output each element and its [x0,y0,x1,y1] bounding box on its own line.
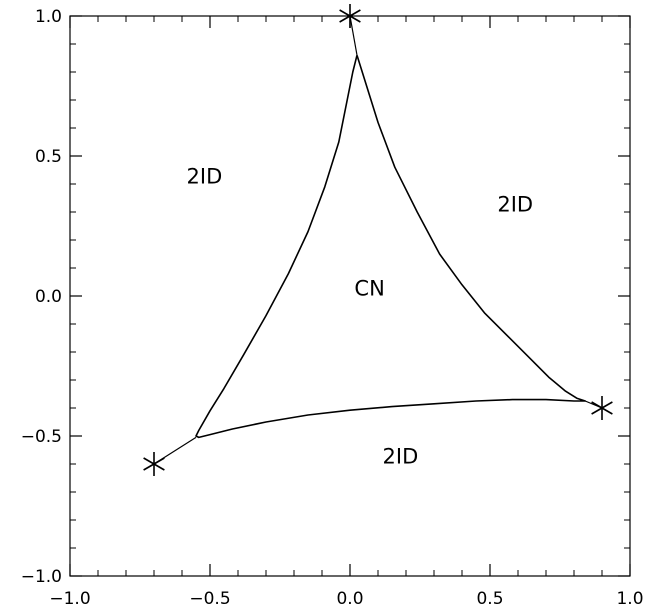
connector-line [349,15,358,56]
markers [143,4,613,476]
region-label: 2ID [383,445,419,469]
x-tick-label: −1.0 [49,589,90,609]
minor-ticks [70,16,630,576]
asterisk-marker [591,396,613,420]
plot-frame [69,15,631,577]
y-tick-label: 0.5 [35,147,62,167]
region-boundary-curve [195,54,586,439]
x-tick-label: 0.5 [476,589,503,609]
x-tick-labels: −1.0 −0.5 0.0 0.5 1.0 [49,589,643,609]
major-ticks [69,15,631,577]
connector-lines [153,15,603,465]
y-tick-labels: −1.0 −0.5 0.0 0.5 1.0 [21,7,62,587]
region-label: CN [354,277,384,301]
region-labels: 2ID 2ID CN 2ID [187,165,534,469]
y-tick-label: −1.0 [21,567,62,587]
x-tick-label: −0.5 [189,589,230,609]
region-label: 2ID [497,193,533,217]
x-tick-label: 0.0 [336,589,363,609]
x-tick-label: 1.0 [616,589,643,609]
y-tick-label: −0.5 [21,427,62,447]
region-label: 2ID [187,165,223,189]
y-tick-label: 0.0 [35,287,62,307]
asterisk-marker [143,452,165,476]
y-tick-label: 1.0 [35,7,62,27]
asterisk-marker [339,4,361,28]
